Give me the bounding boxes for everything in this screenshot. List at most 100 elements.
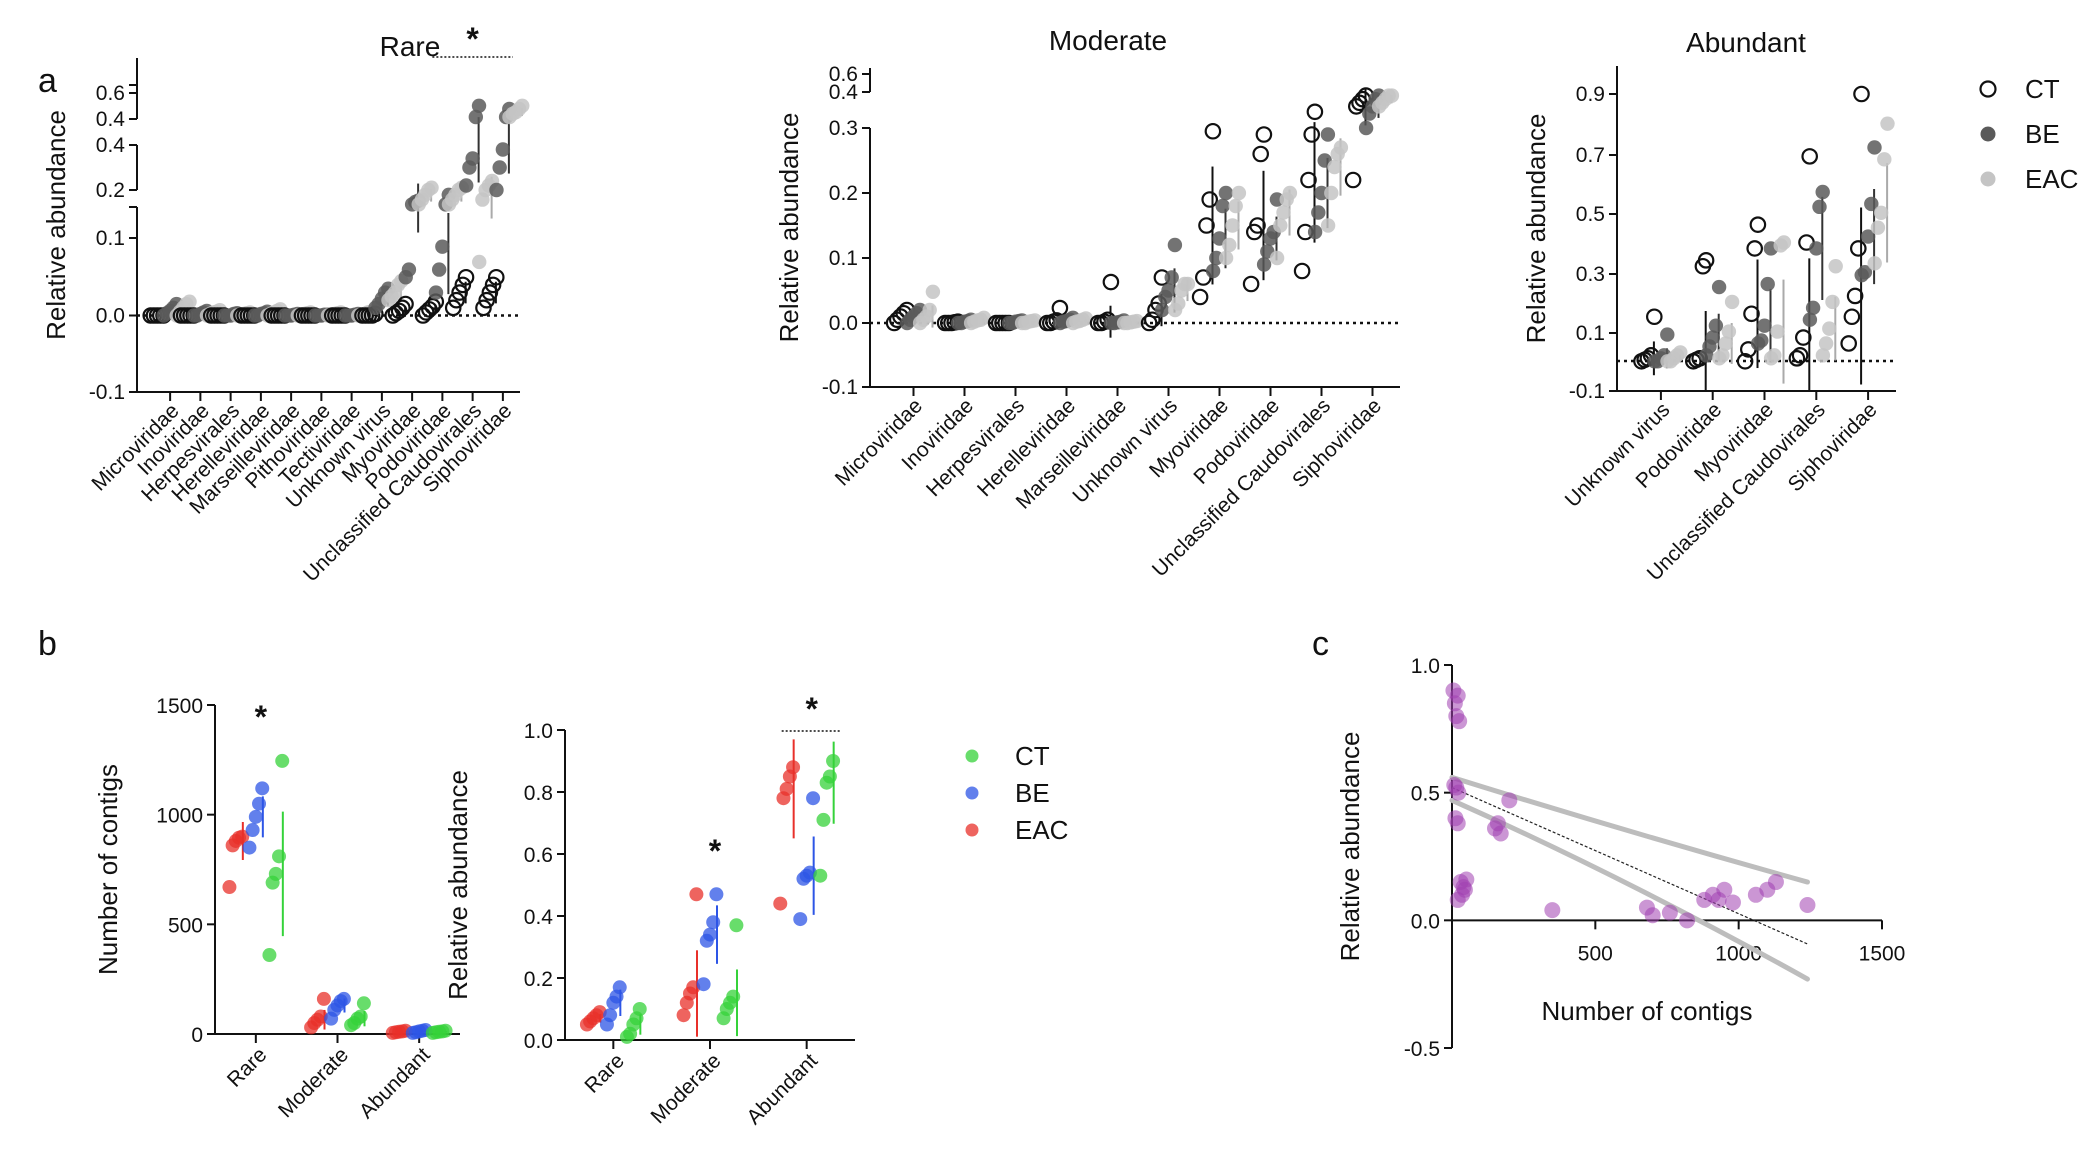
y-tick-label-relab_b: 0.8 [524,782,553,805]
data-point-be [1660,327,1675,342]
data-point-correlation [1492,825,1509,842]
data-point-eac [1724,294,1740,310]
data-point-eac [676,1008,691,1023]
y-tick-label-abundant: 0.7 [1576,144,1605,167]
chart-title-rare: Rare [380,31,441,62]
data-point-ct [1191,288,1209,306]
data-point-eac [1218,250,1234,266]
data-point-be [495,142,511,157]
data-point-be [1358,120,1374,136]
data-point-be [1812,199,1827,215]
data-point-be [1307,224,1323,240]
data-point-be [1708,318,1724,333]
confidence-band-upper [1449,774,1810,885]
legend-label-eac: EAC [2025,164,2078,194]
panel-label-a: a [38,62,57,100]
data-point-be [471,98,487,114]
x-tick-label-correlation: 500 [1578,942,1613,965]
data-point-eac [1171,296,1186,311]
data-point-be [1311,205,1326,220]
data-point-eac [1225,218,1240,233]
data-point-ct [1306,103,1324,121]
data-point-ct [353,1009,368,1024]
data-point-be [1760,276,1775,292]
data-point-ct [397,295,414,313]
data-point-ct [444,299,462,317]
legend-marker-b-ct [965,749,979,763]
data-point-be [459,178,474,193]
data-point-ct [729,918,744,933]
data-point-ct [1140,314,1158,332]
data-point-ct [484,276,502,294]
data-point-ct [438,1023,453,1038]
data-point-eac [786,760,801,775]
data-point-eac [222,880,237,895]
data-point-be [1860,229,1876,244]
y-tick-label-moderate: 0.2 [829,182,858,205]
data-point-be [1867,140,1882,155]
significance-star-rare: * [466,21,479,57]
data-point-be [793,912,808,927]
y-tick-label-abundant: 0.9 [1576,83,1605,106]
data-point-correlation [1661,904,1678,921]
legend-marker-eac [1980,171,1996,187]
data-point-ct [424,298,441,315]
significance-star-relab_b: * [709,833,722,869]
data-point-ct [268,866,283,881]
data-point-ct [394,299,411,317]
data-point-ct [454,276,472,294]
data-point-ct [487,268,505,286]
y-tick-label-rare: 0.2 [96,179,125,202]
legend-label-be: BE [2025,119,2060,149]
data-point-be [1815,184,1830,200]
data-point-be [431,262,447,277]
data-point-correlation [1710,891,1727,908]
data-point-be [336,991,351,1006]
data-point-ct [1791,347,1809,364]
data-point-be [1215,198,1230,214]
y-tick-label-rare: 0.1 [96,227,125,250]
y-tick-label-correlation: -0.5 [1404,1038,1440,1061]
data-point-eac [1276,205,1291,220]
data-point-be [1757,318,1772,333]
data-point-eac [1873,205,1889,220]
data-point-be [1154,302,1170,318]
data-point-be [1857,265,1873,280]
data-point-ct [822,769,837,784]
data-point-eac [1384,88,1400,103]
data-point-ct [1249,217,1266,234]
data-point-correlation [1456,881,1473,898]
data-point-correlation [1449,687,1466,704]
data-point-ct [1201,191,1218,208]
data-point-eac [1867,256,1882,271]
y-tick-label-abundant: -0.1 [1569,380,1605,403]
data-point-ct [262,948,277,963]
y-tick-label-moderate: -0.1 [822,376,858,399]
significance-star-relab_b: * [805,691,818,727]
data-point-be [1167,237,1183,253]
data-point-be [428,285,444,300]
data-point-eac [1078,311,1094,326]
panel-label-b: b [38,625,57,663]
data-point-ct [457,268,475,286]
data-point-ct [1697,252,1715,269]
data-point-be [1754,333,1769,348]
data-point-eac [925,284,941,299]
data-point-ct [272,849,287,864]
data-point-be [492,160,507,175]
legend-label-b-ct: CT [1015,741,1050,771]
data-point-correlation [1799,897,1816,914]
y-tick-label-rare: 0.4 [96,134,126,157]
y-tick-label-relab_b: 1.0 [524,720,553,743]
data-point-be [465,151,480,166]
x-tick-label-relab_b: Abundant [742,1049,822,1129]
x-tick-label-relab_b: Moderate [647,1049,726,1128]
data-point-eac [1828,259,1843,274]
data-point-be [706,915,721,930]
data-point-eac [235,829,250,844]
data-point-eac [1231,185,1247,201]
y-tick-label-correlation: 1.0 [1411,655,1440,678]
data-point-eac [1815,348,1831,363]
